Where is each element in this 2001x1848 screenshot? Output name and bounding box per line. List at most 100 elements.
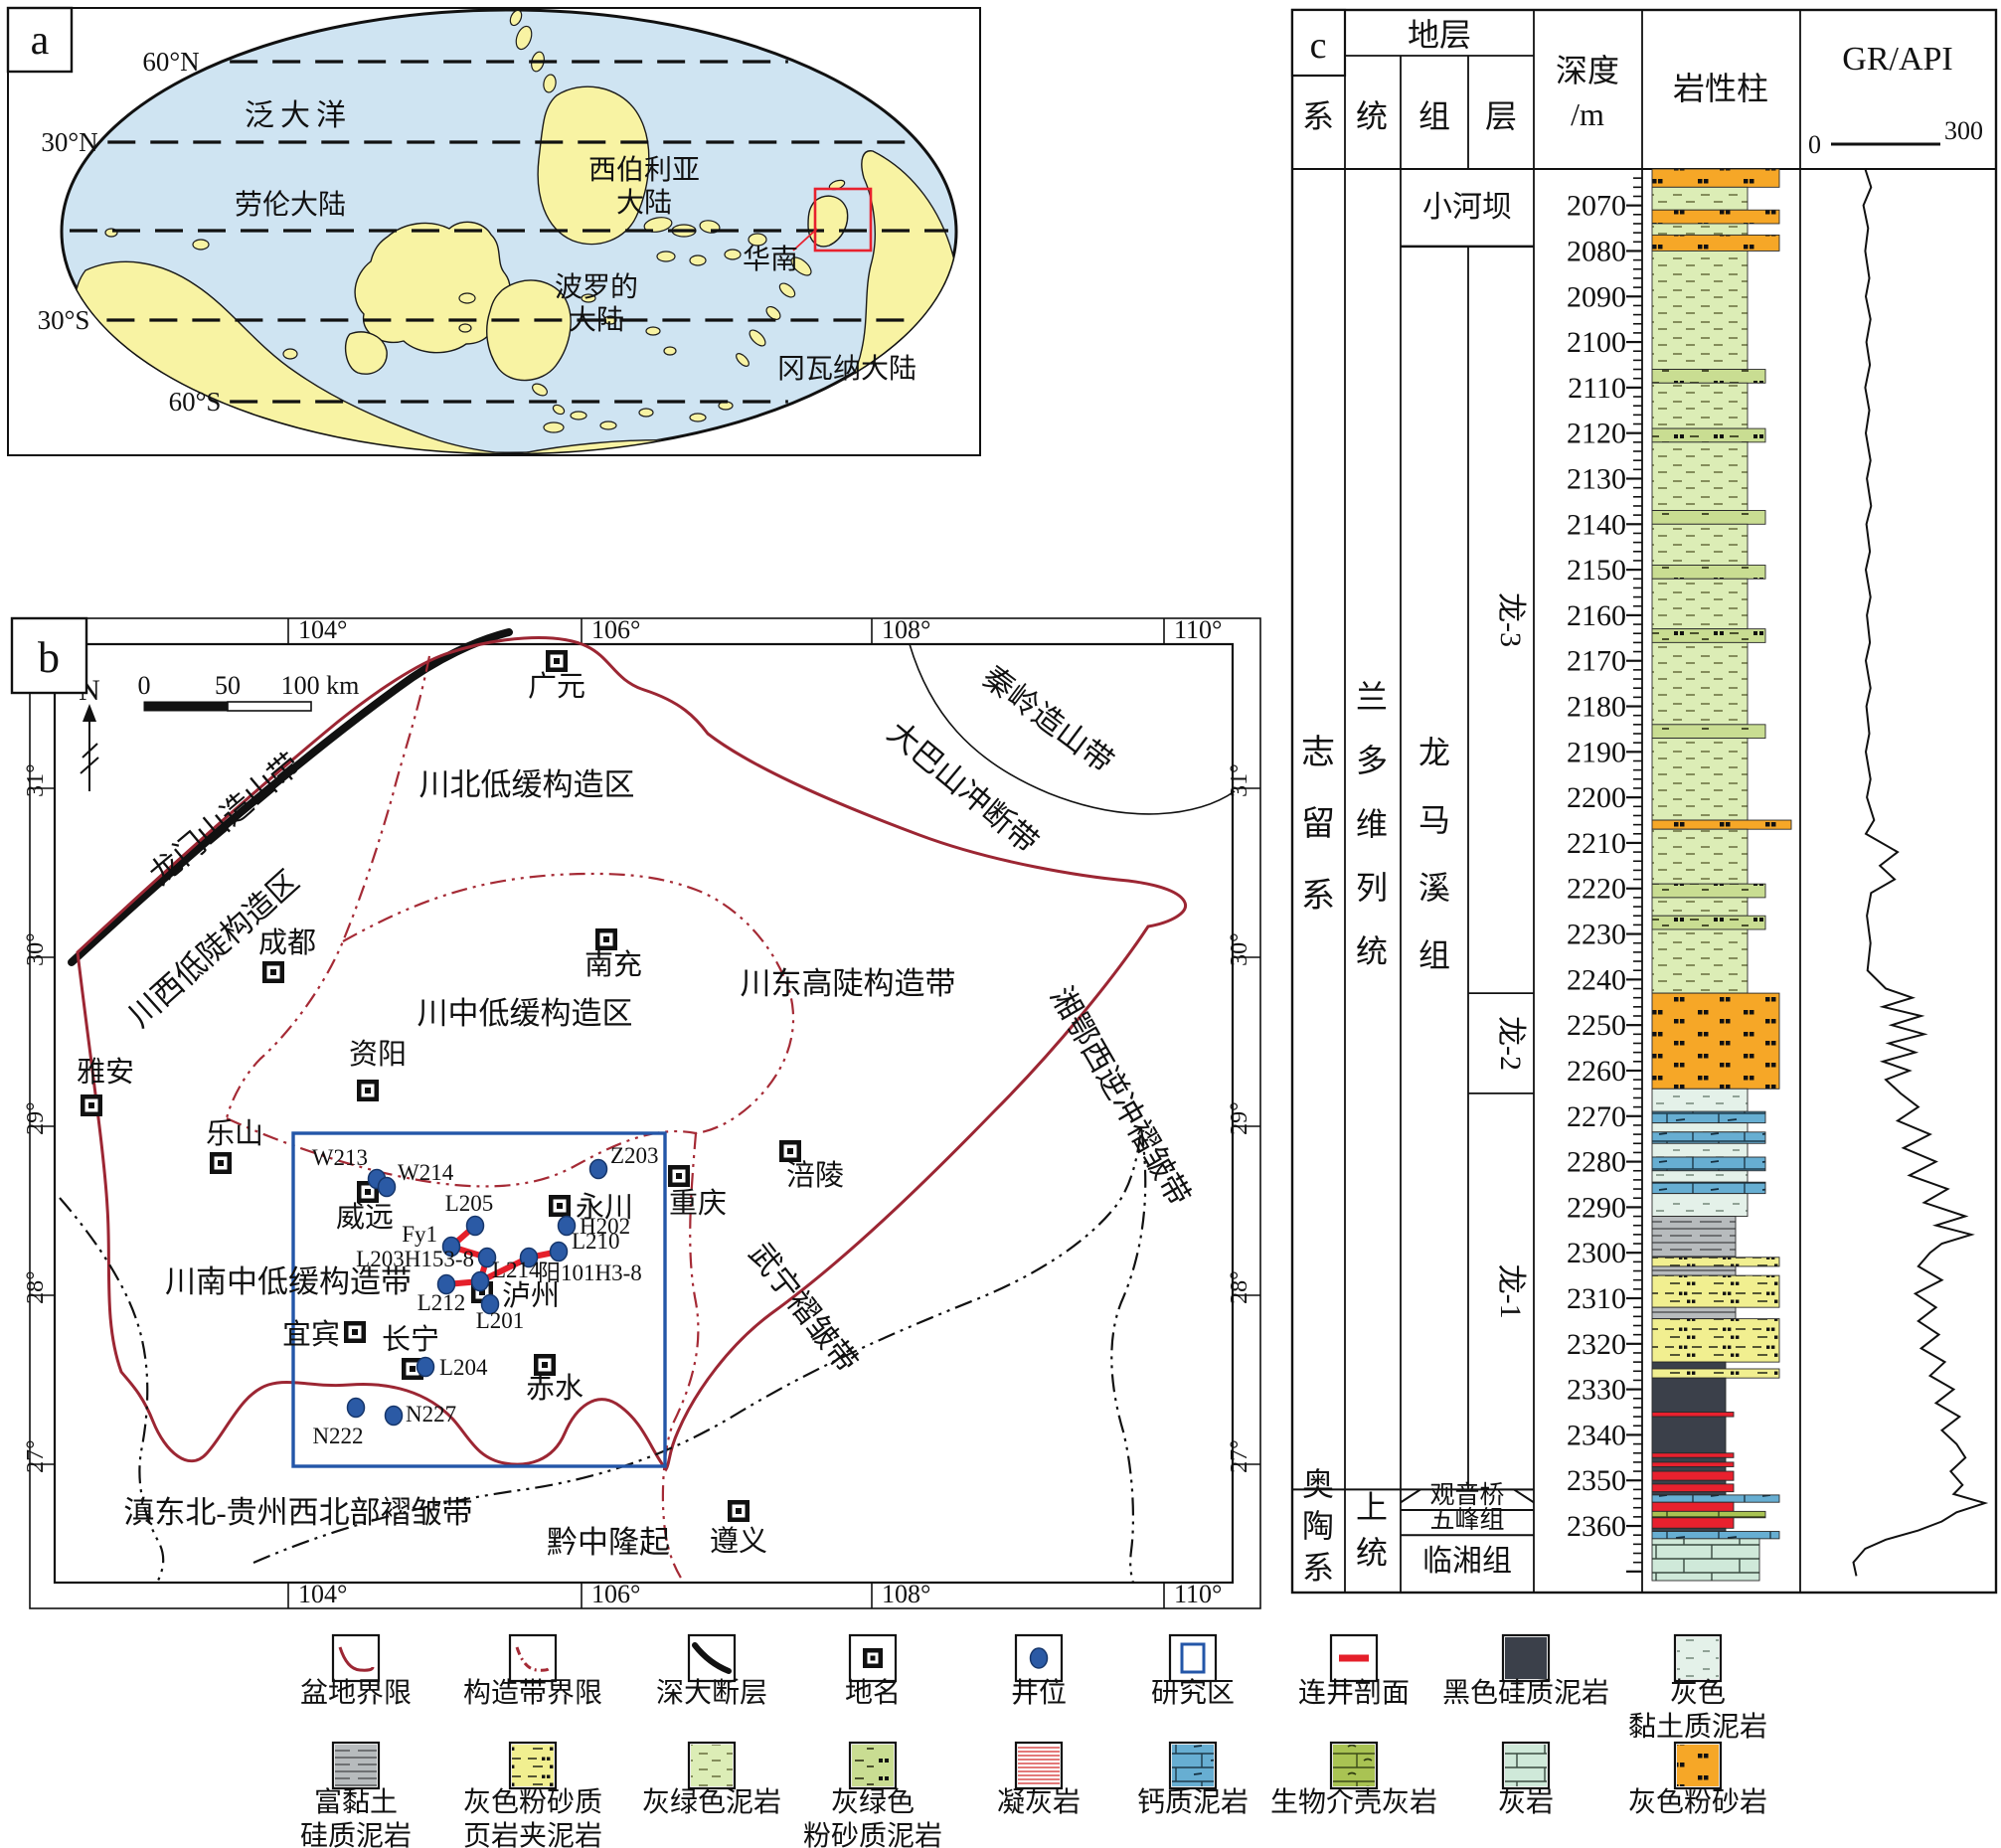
well-label: H202 <box>580 1214 630 1239</box>
legend-swatch-box <box>1168 1633 1218 1683</box>
tectonic-belt-boundary <box>226 1116 697 1188</box>
well-tie-profile-line <box>444 1223 491 1284</box>
series-label: 上 <box>1356 1489 1388 1525</box>
well-label: N227 <box>406 1402 456 1427</box>
legend-swatch-fill <box>512 1745 554 1786</box>
fold-belt-boundary <box>252 1127 1143 1565</box>
island <box>790 256 812 276</box>
city-label: 长宁 <box>382 1323 439 1356</box>
continent-label: 波罗的 <box>555 271 638 303</box>
lith-bed-orange <box>1651 209 1780 225</box>
formation-label: 龙 <box>1418 735 1450 770</box>
panel-b-letter-box <box>10 616 88 695</box>
city-label: 涪陵 <box>786 1159 844 1192</box>
well-marker <box>384 1405 404 1427</box>
depth-label: 2140 <box>1567 508 1626 541</box>
legend-swatch-yellow-shale <box>508 1741 558 1790</box>
lith-bed-tuff <box>1651 1501 1735 1512</box>
study-area-sample <box>1180 1642 1206 1674</box>
longitude-label-top: 104° <box>298 615 347 644</box>
legend-label: 粉砂质泥岩 <box>803 1820 942 1848</box>
well-label: N222 <box>312 1424 363 1448</box>
city-marker <box>549 1195 571 1217</box>
place-symbol-dot <box>365 1189 371 1195</box>
formation-label: 临湘组 <box>1422 1545 1512 1578</box>
orogen-boundary-line <box>909 643 1236 815</box>
well-sample <box>1029 1647 1049 1669</box>
city-label: 雅安 <box>77 1056 134 1089</box>
island <box>736 353 750 367</box>
longitude-label-bottom: 106° <box>591 1580 640 1608</box>
city-marker <box>546 650 568 672</box>
well-label: L214 <box>492 1258 541 1282</box>
legend-label: 凝灰岩 <box>997 1786 1081 1818</box>
legend-label: 盆地界限 <box>300 1677 412 1709</box>
depth-label: 2220 <box>1567 873 1626 906</box>
well-tie-profile-line <box>443 1249 562 1287</box>
panel-c-letter: c <box>1310 25 1327 67</box>
lith-bed-gray-clay <box>1651 1265 1737 1276</box>
legend-swatch-fill <box>1677 1745 1719 1786</box>
city-label: 重庆 <box>669 1187 727 1220</box>
place-symbol-dot <box>736 1508 742 1514</box>
city-marker <box>262 961 284 983</box>
panel-a-letter: a <box>31 18 50 64</box>
city-marker <box>595 928 617 950</box>
lith-bed-tuff <box>1651 1461 1735 1467</box>
latitude-label-right: 27° <box>1227 1439 1252 1473</box>
scalebar-empty <box>227 701 312 712</box>
legend-swatch-lime <box>1501 1741 1551 1790</box>
island <box>689 413 707 422</box>
fold-belt-boundary <box>59 1197 165 1584</box>
lith-bed-yellow-shale <box>1651 1257 1780 1267</box>
city-label: 永川 <box>576 1191 633 1224</box>
depth-label: 2340 <box>1567 1419 1626 1451</box>
well-label: 阳101H3-8 <box>538 1260 642 1285</box>
lith-bed-calc <box>1651 1131 1766 1144</box>
lith-bed-calc-deep <box>1651 1531 1780 1540</box>
legend-label: 黏土质泥岩 <box>1628 1711 1767 1743</box>
place-symbol-dot <box>787 1148 793 1154</box>
well-marker <box>519 1247 539 1268</box>
tectonic-belt-boundary <box>225 655 431 1119</box>
lith-bed-pale-green <box>1651 928 1749 994</box>
lith-bed-tuff <box>1651 1470 1735 1481</box>
lith-bed-yellow-shale <box>1651 1368 1780 1379</box>
lith-bed-calc-deep <box>1651 1494 1780 1503</box>
city-marker <box>728 1500 750 1522</box>
legend-swatch-fill <box>852 1745 894 1786</box>
landmass <box>344 331 388 375</box>
lith-header: 岩性柱 <box>1673 71 1768 106</box>
well-marker <box>465 1215 485 1237</box>
well-marker <box>377 1176 397 1198</box>
legend-label: 灰绿色泥岩 <box>642 1786 781 1818</box>
lith-bed-green-dots <box>1651 369 1766 384</box>
legend-swatch-fill <box>1505 1637 1547 1679</box>
place-symbol-dot <box>554 658 560 664</box>
lith-bed-green-dots <box>1651 883 1766 899</box>
depth-header: 深度 <box>1556 53 1619 88</box>
ser-header: 统 <box>1356 98 1388 134</box>
depth-label: 2320 <box>1567 1328 1626 1361</box>
series-label: 维 <box>1356 806 1388 842</box>
island <box>724 249 742 260</box>
lith-bed-pale-green <box>1651 251 1749 370</box>
continent-label: 大陆 <box>616 187 672 219</box>
lith-bed-green-dots <box>1651 628 1766 643</box>
legend-swatch-box <box>331 1633 381 1683</box>
place-symbol-dot <box>88 1102 94 1108</box>
panel-c-border <box>1290 8 1998 1595</box>
panel-b-map-frame <box>53 642 1235 1585</box>
legend-label: 灰色粉砂质 <box>463 1786 602 1818</box>
scalebar-filled <box>143 701 229 712</box>
scalebar-label: 100 km <box>281 671 360 700</box>
study-area-box <box>291 1131 667 1468</box>
legend-swatch-fill <box>1505 1745 1547 1786</box>
south-china-pointer-line <box>792 228 818 252</box>
city-label: 宜宾 <box>282 1318 340 1351</box>
lith-bed-yellow-shale <box>1651 1318 1780 1363</box>
landmass <box>486 279 572 382</box>
formation-label: 溪 <box>1418 870 1450 906</box>
legend-swatch-fill <box>691 1745 733 1786</box>
